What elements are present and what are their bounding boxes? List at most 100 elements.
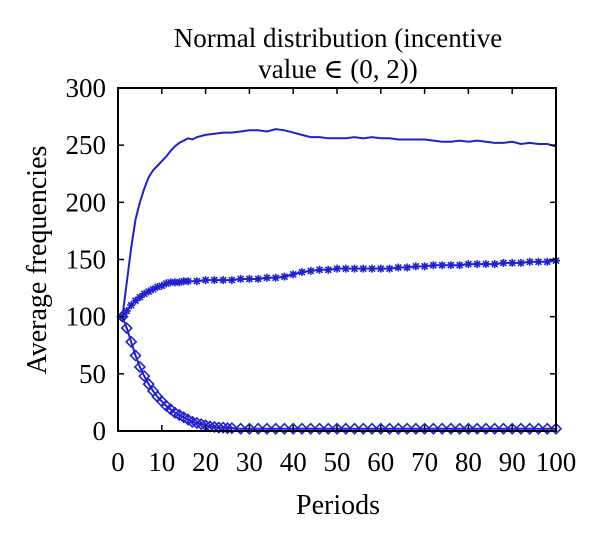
data-point-diamond	[252, 422, 265, 435]
data-point-star	[490, 260, 499, 269]
data-point-star	[201, 276, 210, 285]
data-point-star	[297, 268, 306, 277]
data-point-diamond	[221, 422, 234, 435]
data-point-star	[140, 289, 149, 298]
data-point-star	[254, 274, 263, 283]
plot-frame	[117, 87, 557, 432]
data-point-star	[543, 257, 552, 266]
data-point-diamond	[116, 310, 129, 323]
data-point-star	[280, 272, 289, 281]
data-point-star	[179, 277, 188, 286]
data-point-star	[394, 263, 403, 272]
data-point-diamond	[435, 422, 449, 435]
data-point-diamond	[313, 422, 326, 435]
data-point-star	[446, 261, 455, 270]
data-point-star	[144, 287, 153, 296]
data-point-star	[170, 278, 179, 287]
data-point-diamond	[212, 421, 225, 434]
data-point-diamond	[514, 422, 528, 435]
y-axis: 0 50 100 150 200 250 300	[66, 73, 556, 446]
data-point-star	[359, 264, 368, 273]
data-point-star	[455, 261, 464, 270]
data-point-star	[122, 306, 131, 315]
data-point-star	[333, 264, 341, 273]
data-point-diamond	[278, 422, 291, 435]
data-point-star	[385, 264, 394, 273]
data-point-diamond	[133, 360, 147, 374]
data-point-star	[192, 277, 201, 286]
data-point-diamond	[427, 422, 440, 435]
data-point-diamond	[190, 416, 203, 430]
data-point-star	[481, 260, 490, 269]
data-point-star	[403, 263, 412, 272]
data-point-diamond	[462, 422, 475, 435]
data-point-star	[438, 261, 447, 270]
data-point-star	[411, 262, 420, 271]
data-point-star	[368, 264, 377, 273]
y-axis-label: Average frequencies	[22, 146, 53, 375]
data-point-diamond	[444, 422, 458, 435]
data-point-star	[162, 279, 171, 288]
x-axis-label: Periods	[296, 490, 380, 521]
x-tick-label: 0	[111, 447, 125, 477]
data-point-diamond	[142, 377, 155, 391]
data-point-diamond	[479, 422, 493, 435]
data-point-star	[210, 276, 219, 285]
data-point-star	[324, 265, 333, 274]
data-point-diamond	[195, 418, 208, 431]
x-tick-label: 10	[148, 447, 175, 477]
data-point-star	[262, 273, 271, 282]
data-point-star	[341, 264, 350, 273]
data-point-diamond	[125, 335, 138, 348]
x-tick-label: 60	[367, 447, 394, 477]
x-tick-label: 80	[455, 447, 482, 477]
data-point-star	[184, 277, 193, 286]
y-tick-label: 250	[66, 130, 107, 160]
data-point-diamond	[418, 422, 431, 435]
y-tick-label: 150	[66, 245, 107, 275]
data-point-diamond	[400, 422, 414, 435]
data-point-diamond	[549, 422, 563, 435]
data-point-star	[175, 278, 184, 287]
data-point-diamond	[506, 422, 519, 435]
x-tick-label: 30	[236, 447, 263, 477]
data-point-star	[149, 285, 158, 294]
data-point-star	[166, 278, 175, 287]
data-point-star	[219, 276, 228, 285]
data-point-star	[289, 270, 298, 279]
data-point-diamond	[138, 369, 151, 383]
data-point-diamond	[216, 421, 230, 434]
data-point-star	[525, 257, 534, 266]
series-line	[121, 128, 557, 317]
data-point-star	[315, 265, 324, 274]
data-point-diamond	[295, 422, 309, 435]
x-tick-label: 20	[192, 447, 219, 477]
data-point-diamond	[120, 321, 133, 335]
data-point-diamond	[497, 422, 510, 435]
data-point-star	[306, 266, 315, 275]
data-point-diamond	[453, 422, 466, 435]
data-point-diamond	[243, 422, 256, 435]
data-point-star	[271, 273, 280, 282]
data-point-star	[153, 282, 162, 291]
data-point-diamond	[374, 422, 387, 435]
data-point-diamond	[488, 422, 501, 435]
data-point-diamond	[322, 422, 335, 435]
data-point-diamond	[339, 422, 352, 435]
series-line	[121, 316, 556, 430]
data-point-diamond	[330, 422, 344, 435]
data-point-star	[499, 258, 508, 267]
data-point-diamond	[269, 422, 282, 435]
chart-title-line-2: value ∈ (0, 2))	[258, 54, 417, 84]
y-tick-label: 200	[66, 187, 107, 217]
y-tick-label: 50	[79, 359, 106, 389]
data-point-star	[473, 260, 482, 269]
data-point-diamond	[260, 422, 274, 435]
data-point-star	[157, 281, 166, 290]
data-point-star	[508, 258, 517, 267]
series-layer	[116, 128, 563, 435]
data-point-star	[376, 264, 385, 273]
data-point-star	[350, 264, 359, 273]
x-tick-label: 90	[499, 447, 526, 477]
